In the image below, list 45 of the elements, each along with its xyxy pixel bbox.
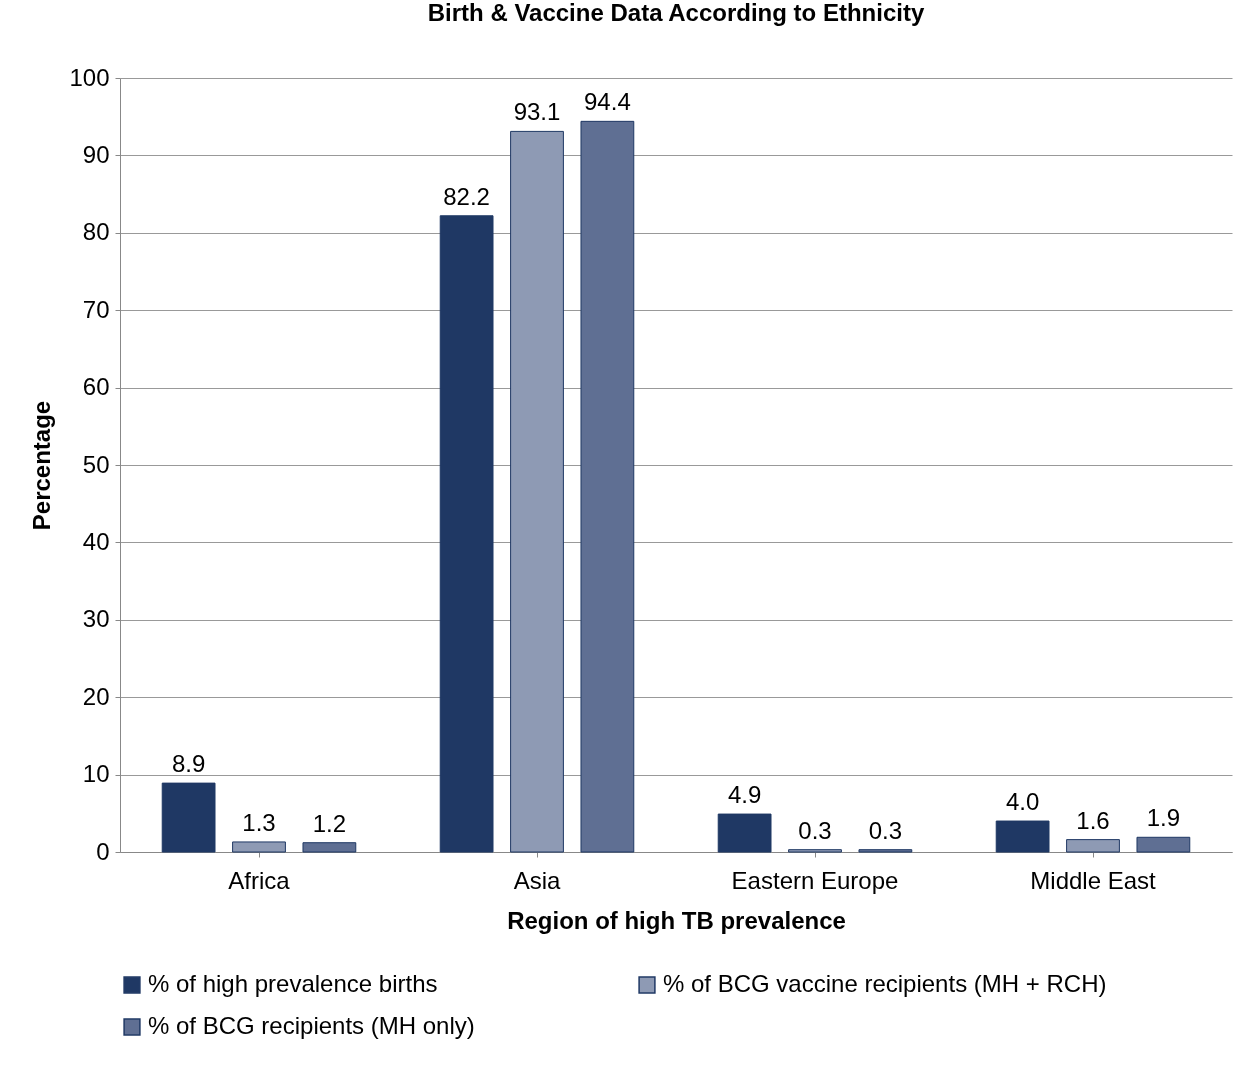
bar [1066, 839, 1120, 853]
legend-label: % of BCG recipients (MH only) [148, 1012, 475, 1039]
bar [232, 841, 286, 853]
bar [161, 782, 216, 853]
x-tick-label: Africa [228, 866, 291, 894]
data-label: 4.0 [1005, 788, 1040, 816]
x-tick-label: Asia [513, 866, 561, 894]
y-tick-label: 50 [82, 450, 110, 478]
y-tick-label: 40 [82, 527, 110, 555]
data-label: 1.3 [242, 808, 276, 836]
bar [510, 130, 564, 853]
bar [580, 120, 635, 853]
bar [788, 849, 842, 853]
y-tick-label: 90 [82, 140, 110, 168]
x-tick-label: Middle East [1030, 866, 1157, 894]
bar [858, 849, 913, 853]
data-label: 94.4 [584, 88, 631, 116]
bar [717, 813, 772, 853]
bar [995, 820, 1050, 853]
data-label: 82.2 [443, 182, 490, 210]
x-tick-label: Eastern Europe [731, 866, 899, 894]
bar [439, 215, 494, 853]
y-tick-label: 100 [69, 63, 110, 91]
data-label: 8.9 [171, 750, 206, 778]
data-label: 1.6 [1076, 806, 1110, 834]
y-tick-label: 60 [82, 373, 110, 401]
y-tick-label: 70 [82, 295, 110, 323]
bar [1136, 836, 1191, 853]
bar [302, 842, 357, 853]
y-tick-label: 20 [82, 682, 110, 710]
y-tick-label: 30 [82, 605, 110, 633]
data-label: 0.3 [798, 816, 832, 844]
x-axis-title: Region of high TB prevalence [507, 906, 846, 934]
chart-title: Birth & Vaccine Data According to Ethnicity [427, 0, 925, 26]
data-label: 1.2 [312, 809, 347, 837]
y-tick-label: 80 [82, 218, 110, 246]
data-label: 1.9 [1146, 804, 1181, 832]
data-label: 93.1 [513, 98, 561, 126]
y-axis-title: Percentage [28, 400, 56, 531]
data-label: 4.9 [727, 781, 762, 809]
data-label: 0.3 [868, 816, 903, 844]
y-tick-label: 10 [82, 760, 110, 788]
legend-label: % of high prevalence births [148, 970, 438, 997]
legend-label: % of BCG vaccine recipients (MH + RCH) [663, 970, 1107, 997]
y-tick-label: 0 [96, 837, 110, 865]
